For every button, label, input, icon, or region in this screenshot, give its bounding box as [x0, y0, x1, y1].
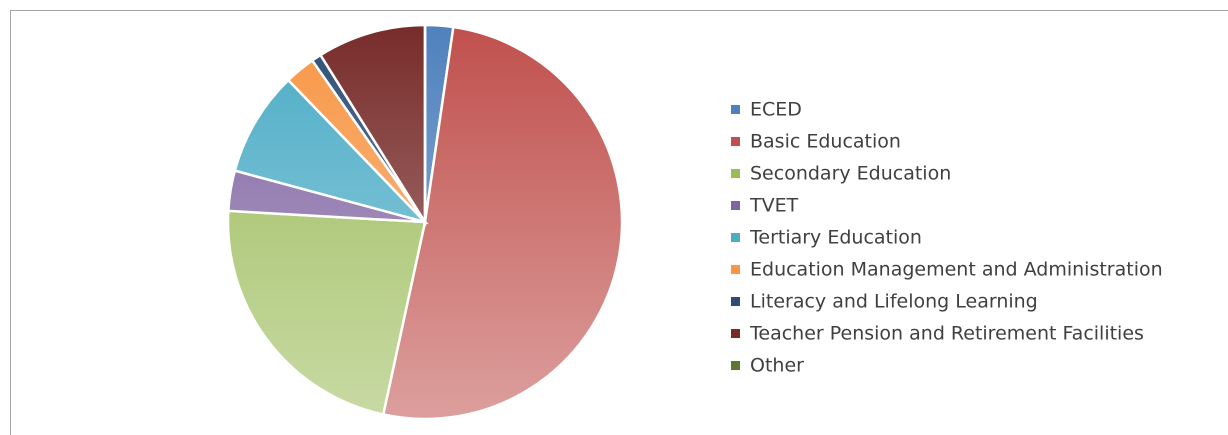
legend-swatch [731, 169, 740, 178]
legend-label: ECED [750, 99, 802, 121]
legend-swatch [731, 137, 740, 146]
pie-slice [381, 25, 624, 421]
legend-swatch [731, 361, 740, 370]
legend-label: TVET [749, 195, 799, 217]
legend-swatch [731, 297, 740, 306]
legend-label: Teacher Pension and Retirement Facilitie… [749, 323, 1144, 345]
legend-label: Tertiary Education [749, 227, 922, 249]
legend-label: Education Management and Administration [750, 259, 1163, 281]
legend-swatch [731, 201, 740, 210]
legend-label: Secondary Education [750, 163, 951, 185]
legend-swatch [731, 105, 740, 114]
pie-slice [233, 78, 430, 225]
pie-slice [318, 23, 427, 227]
legend-swatch [731, 233, 740, 242]
legend-label: Basic Education [750, 131, 901, 153]
legend-swatch [731, 329, 740, 338]
legend-label: Literacy and Lifelong Learning [750, 291, 1038, 313]
pie-slice [226, 209, 427, 417]
legend-swatch [731, 265, 740, 274]
legend-label: Other [750, 355, 804, 377]
